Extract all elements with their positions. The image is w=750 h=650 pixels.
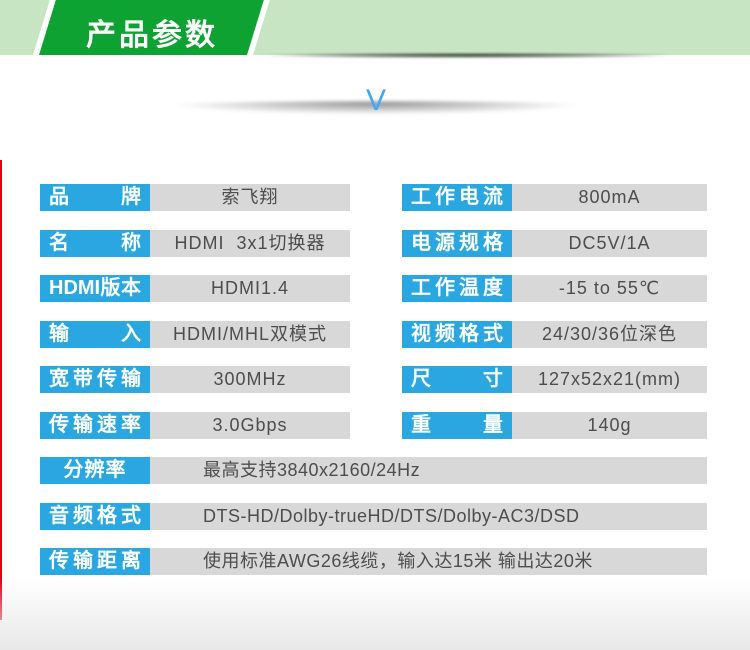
spec-row: 音频格式 DTS-HD/Dolby-trueHD/DTS/Dolby-AC3/DS… bbox=[40, 502, 707, 530]
page-title: 产品参数 bbox=[86, 19, 218, 52]
spec-full-width-rows: 分辨率 最高支持3840x2160/24Hz 音频格式 DTS-HD/Dolby-tr… bbox=[40, 457, 707, 575]
spec-row: 工作电流 800mA bbox=[402, 184, 707, 211]
spec-row: 宽带传输 300MHz bbox=[40, 366, 350, 393]
bottom-fade-gradient bbox=[0, 578, 750, 650]
spec-columns: 品牌 索飞翔 名称 HDMI 3x1切换器 HDMI版本 HDMI1.4 输入 HDMI/MH… bbox=[40, 184, 707, 439]
spec-value: -15 to 55℃ bbox=[512, 275, 707, 302]
spec-row: 名称 HDMI 3x1切换器 bbox=[40, 229, 350, 257]
spec-label: HDMI版本 bbox=[40, 275, 150, 302]
spec-value: 最高支持3840x2160/24Hz bbox=[150, 457, 707, 484]
spec-value: 127x52x21(mm) bbox=[512, 366, 707, 393]
spec-label: 电源规格 bbox=[402, 229, 512, 257]
spec-value: HDMI/MHL双模式 bbox=[150, 320, 350, 348]
spec-column-left: 品牌 索飞翔 名称 HDMI 3x1切换器 HDMI版本 HDMI1.4 输入 HDMI/MH… bbox=[40, 184, 350, 439]
spec-label: 重量 bbox=[402, 411, 512, 439]
spec-value: DC5V/1A bbox=[512, 229, 707, 257]
spec-label: 音频格式 bbox=[40, 502, 150, 530]
spec-column-right: 工作电流 800mA 电源规格 DC5V/1A 工作温度 -15 to 55℃ 视频格式 24… bbox=[402, 184, 707, 439]
spec-value: 140g bbox=[512, 411, 707, 439]
spec-label: 名称 bbox=[40, 229, 150, 257]
spec-row: 品牌 索飞翔 bbox=[40, 184, 350, 211]
spec-row: 输入 HDMI/MHL双模式 bbox=[40, 320, 350, 348]
left-edge-red-line bbox=[0, 160, 2, 620]
spec-row: 分辨率 最高支持3840x2160/24Hz bbox=[40, 457, 707, 484]
spec-row: 重量 140g bbox=[402, 411, 707, 439]
spec-row: 传输速率 3.0Gbps bbox=[40, 411, 350, 439]
spec-value: 300MHz bbox=[150, 366, 350, 393]
spec-label: 输入 bbox=[40, 320, 150, 348]
spec-value: DTS-HD/Dolby-trueHD/DTS/Dolby-AC3/DSD bbox=[150, 502, 707, 530]
spec-label: 品牌 bbox=[40, 184, 150, 211]
spec-value: 3.0Gbps bbox=[150, 411, 350, 439]
spec-row: 电源规格 DC5V/1A bbox=[402, 229, 707, 257]
spec-row: 工作温度 -15 to 55℃ bbox=[402, 275, 707, 302]
spec-value: 索飞翔 bbox=[150, 184, 350, 211]
spec-row: HDMI版本 HDMI1.4 bbox=[40, 275, 350, 302]
spec-value: 使用标准AWG26线缆，输入达15米 输出达20米 bbox=[150, 548, 707, 575]
chevron-down-icon: V bbox=[365, 84, 386, 117]
spec-row: 尺寸 127x52x21(mm) bbox=[402, 366, 707, 393]
spec-label: 传输速率 bbox=[40, 411, 150, 439]
spec-label: 尺寸 bbox=[402, 366, 512, 393]
spec-value: 800mA bbox=[512, 184, 707, 211]
spec-table: 品牌 索飞翔 名称 HDMI 3x1切换器 HDMI版本 HDMI1.4 输入 HDMI/MH… bbox=[40, 184, 707, 575]
spec-value: 24/30/36位深色 bbox=[512, 320, 707, 348]
spec-label: 传输距离 bbox=[40, 548, 150, 575]
banner-drop-shadow bbox=[243, 53, 691, 59]
spec-value: HDMI1.4 bbox=[150, 275, 350, 302]
spec-row: 传输距离 使用标准AWG26线缆，输入达15米 输出达20米 bbox=[40, 548, 707, 575]
spec-label: 宽带传输 bbox=[40, 366, 150, 393]
spec-row: 视频格式 24/30/36位深色 bbox=[402, 320, 707, 348]
spec-value: HDMI 3x1切换器 bbox=[150, 229, 350, 257]
divider-arc-shadow bbox=[112, 101, 640, 117]
spec-label: 工作温度 bbox=[402, 275, 512, 302]
spec-label: 工作电流 bbox=[402, 184, 512, 211]
spec-label: 分辨率 bbox=[40, 457, 150, 484]
spec-label: 视频格式 bbox=[402, 320, 512, 348]
